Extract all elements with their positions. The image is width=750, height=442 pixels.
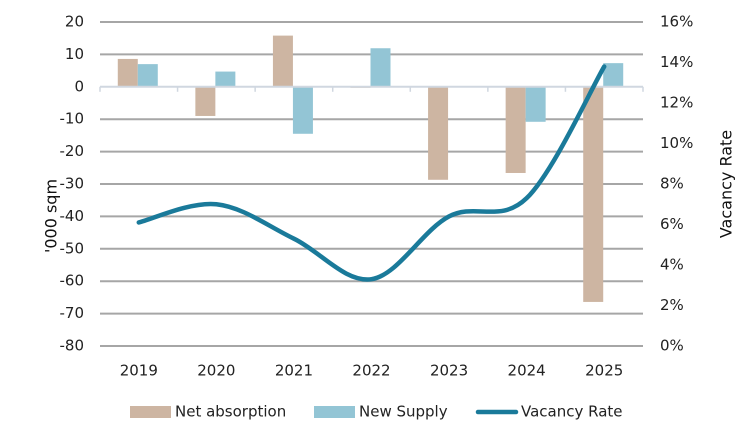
y2-tick-label: 14% [660, 53, 693, 71]
y-tick-label: -50 [60, 239, 85, 257]
x-axis-ticks: 2019 2020 2021 2022 2023 2024 2025 [120, 362, 624, 380]
bar-new-supply [292, 86, 313, 134]
y2-tick-label: 16% [660, 13, 693, 31]
x-tick-label: 2021 [275, 362, 313, 380]
bars [117, 35, 624, 302]
y2-tick-label: 8% [660, 175, 684, 193]
bar-new-supply [215, 71, 236, 87]
legend-label: Net absorption [175, 403, 286, 421]
legend-swatch [130, 406, 171, 418]
y-tick-label: -30 [60, 175, 85, 193]
x-tick-label: 2023 [430, 362, 468, 380]
x-tick-label: 2024 [508, 362, 546, 380]
bar-net-absorption [428, 86, 449, 180]
legend-label: New Supply [359, 403, 448, 421]
x-tick-label: 2019 [120, 362, 158, 380]
y-tick-label: -70 [60, 304, 85, 322]
legend-item-net-absorption: Net absorption [130, 403, 286, 421]
bar-new-supply [137, 64, 158, 87]
y-tick-label: -60 [60, 272, 85, 290]
legend-item-vacancy-rate: Vacancy Rate [475, 403, 623, 421]
left-axis-title: '000 sqm [42, 179, 61, 253]
y-tick-label: -80 [60, 337, 85, 355]
y2-tick-label: 0% [660, 337, 684, 355]
bar-new-supply [525, 86, 546, 122]
left-axis-ticks: 20 10 0 -10 -20 -30 -40 -50 -60 -70 -80 [60, 13, 85, 355]
bar-net-absorption [583, 86, 604, 302]
bar-net-absorption [505, 86, 526, 173]
legend-swatch [314, 406, 355, 418]
y2-tick-label: 4% [660, 256, 684, 274]
vacancy-line-group [136, 64, 607, 282]
bar-new-supply [370, 48, 391, 87]
vacancy-rate-line [136, 64, 607, 282]
y-tick-label: -40 [60, 207, 85, 225]
y2-tick-label: 12% [660, 94, 693, 112]
y2-tick-label: 2% [660, 296, 684, 314]
y-tick-label: 20 [65, 13, 84, 31]
x-axis-line [99, 85, 644, 92]
y-tick-label: 0 [74, 77, 84, 95]
y-tick-label: 10 [65, 45, 84, 63]
bar-net-absorption [117, 58, 138, 87]
gridlines [100, 21, 643, 347]
bar-net-absorption [195, 86, 216, 116]
legend-item-new-supply: New Supply [314, 403, 448, 421]
y-tick-label: -20 [60, 142, 85, 160]
x-tick-label: 2025 [585, 362, 623, 380]
x-tick-label: 2020 [197, 362, 235, 380]
right-axis-ticks: 16% 14% 12% 10% 8% 6% 4% 2% 0% [660, 13, 693, 355]
x-tick-label: 2022 [352, 362, 390, 380]
bar-new-supply [603, 63, 624, 87]
legend-label: Vacancy Rate [521, 403, 623, 421]
legend: Net absorption New Supply Vacancy Rate [130, 403, 623, 421]
y2-tick-label: 10% [660, 134, 693, 152]
y-tick-label: -10 [60, 110, 85, 128]
y2-tick-label: 6% [660, 215, 684, 233]
bar-net-absorption [272, 35, 293, 87]
right-axis-title: Vacancy Rate [717, 130, 736, 238]
